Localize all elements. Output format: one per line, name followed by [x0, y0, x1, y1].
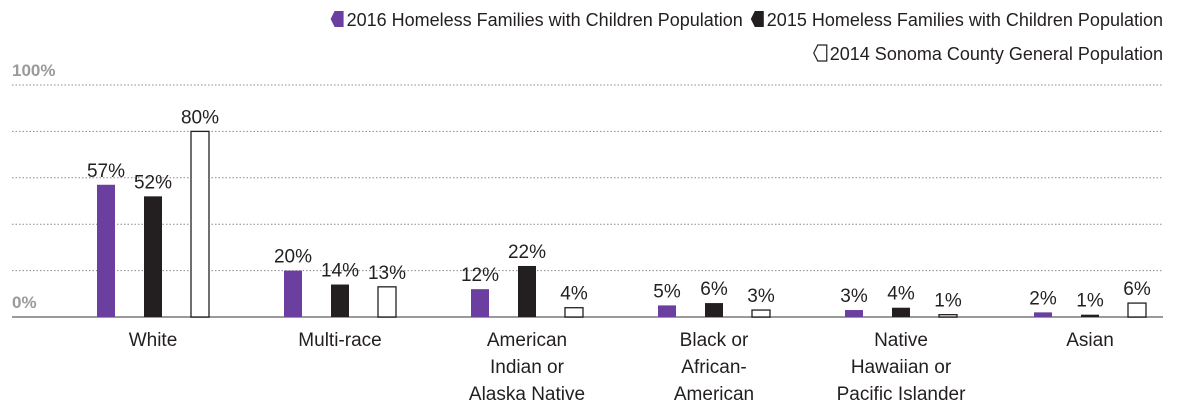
bar	[471, 289, 489, 317]
bar	[845, 310, 863, 317]
data-label: 22%	[508, 242, 546, 263]
bar	[144, 196, 162, 317]
bar	[938, 314, 958, 318]
data-label: 5%	[653, 281, 681, 302]
data-label: 6%	[1123, 279, 1151, 300]
bar	[284, 270, 302, 317]
category-labels: White Multi-race American Indian or Alaska N…	[129, 330, 1114, 405]
data-label: 14%	[321, 261, 359, 282]
data-label: 4%	[560, 284, 588, 305]
bar	[518, 265, 536, 317]
bar	[1081, 314, 1099, 317]
category-label: Native Hawaiian or Pacific Islander	[837, 330, 967, 405]
data-label: 4%	[887, 284, 915, 305]
legend-marker	[330, 11, 344, 27]
data-label: 80%	[181, 107, 219, 128]
bar	[892, 307, 910, 317]
data-label: 6%	[700, 279, 728, 300]
category-label: American Indian or Alaska Native	[469, 330, 585, 405]
bar	[331, 284, 349, 317]
grid	[12, 84, 1163, 318]
data-label: 52%	[134, 172, 172, 193]
data-label: 12%	[461, 265, 499, 286]
category-label: Asian	[1066, 330, 1114, 351]
bar	[377, 286, 397, 318]
legend-label: 2016 Homeless Families with Children Pop…	[347, 10, 743, 30]
legend-marker	[750, 11, 764, 27]
data-label: 1%	[934, 291, 962, 312]
bar	[1034, 312, 1052, 317]
bar	[97, 184, 115, 317]
value-labels: 57% 20% 12% 5% 3% 2% 52% 14% 22% 6% 4% 1% 80% 13% 4% 3%…	[87, 107, 1151, 311]
legend: 2015 Homeless Families with Children Pop…	[330, 10, 1163, 64]
data-label: 20%	[274, 247, 312, 268]
data-label: 1%	[1076, 291, 1104, 312]
bar	[705, 303, 723, 317]
data-label: 57%	[87, 161, 125, 182]
bar	[1127, 302, 1147, 318]
y-tick-label-bottom: 0%	[12, 293, 37, 312]
data-label: 2%	[1029, 288, 1057, 309]
category-label: Black or African-American	[674, 330, 754, 405]
y-tick-label-top: 100%	[12, 61, 55, 80]
bar	[564, 307, 584, 318]
bar	[658, 305, 676, 317]
data-label: 3%	[747, 286, 775, 307]
bars	[97, 130, 1147, 318]
data-label: 3%	[840, 286, 868, 307]
legend-marker	[813, 44, 828, 62]
category-label: Multi-race	[298, 330, 381, 351]
bar	[751, 309, 771, 318]
bar	[190, 130, 210, 318]
data-label: 13%	[368, 263, 406, 284]
legend-label: 2015 Homeless Families with Children Pop…	[767, 10, 1163, 30]
legend-label: 2014 Sonoma County General Population	[830, 44, 1163, 64]
category-label: White	[129, 330, 178, 351]
